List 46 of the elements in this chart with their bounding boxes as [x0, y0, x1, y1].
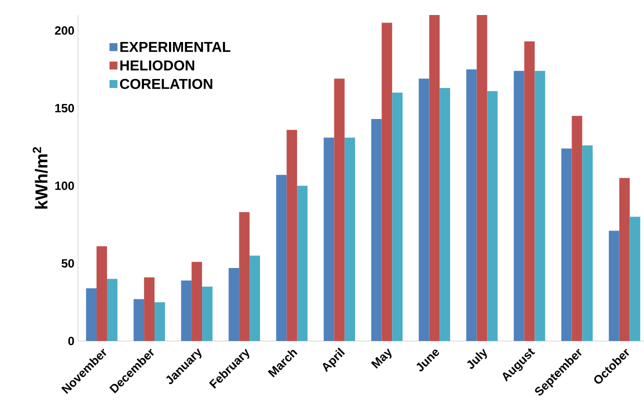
bar: [608, 230, 620, 341]
bar: [429, 14, 440, 341]
bar: [572, 116, 582, 341]
bar: [630, 216, 640, 341]
legend-label: EXPERIMENTAL: [120, 42, 230, 52]
bar: [239, 212, 250, 341]
bar: [476, 14, 488, 341]
y-tick-label: 0: [68, 336, 74, 346]
bar: [334, 78, 345, 341]
y-tick-label: 50: [62, 259, 74, 268]
bar: [181, 280, 192, 341]
bar: [250, 256, 260, 341]
bar: [86, 288, 97, 341]
bar: [487, 91, 498, 341]
bar: [514, 70, 524, 341]
bar: [192, 262, 202, 341]
bar: [144, 277, 155, 341]
legend-label: CORELATION: [120, 78, 212, 89]
bar: [382, 22, 392, 341]
bar: [324, 138, 334, 341]
bar: [228, 268, 240, 341]
bar: [466, 69, 477, 341]
y-tick-label: 200: [54, 26, 74, 35]
y-tick-label: 150: [55, 104, 74, 112]
bar: [619, 178, 630, 341]
y-axis-title: kWh/m$^{2}$: [32, 147, 48, 209]
bar: [297, 186, 308, 341]
bar: [534, 70, 546, 341]
bar: [134, 299, 144, 341]
bar: [371, 119, 382, 341]
bar: [276, 174, 287, 341]
x-tick-label: May: [371, 348, 392, 369]
legend-label: HELIODON: [120, 60, 194, 70]
bar: [440, 88, 450, 341]
bar: [154, 302, 165, 341]
bar: [524, 41, 535, 341]
bar: [582, 145, 593, 341]
bar: [106, 278, 118, 341]
bar: [202, 286, 212, 341]
bar: [96, 246, 107, 341]
bar: [344, 138, 356, 341]
bar: [286, 130, 298, 341]
bar: [418, 78, 430, 341]
bar: [561, 148, 572, 341]
y-tick-label: 100: [55, 182, 74, 190]
bar: [392, 92, 403, 341]
